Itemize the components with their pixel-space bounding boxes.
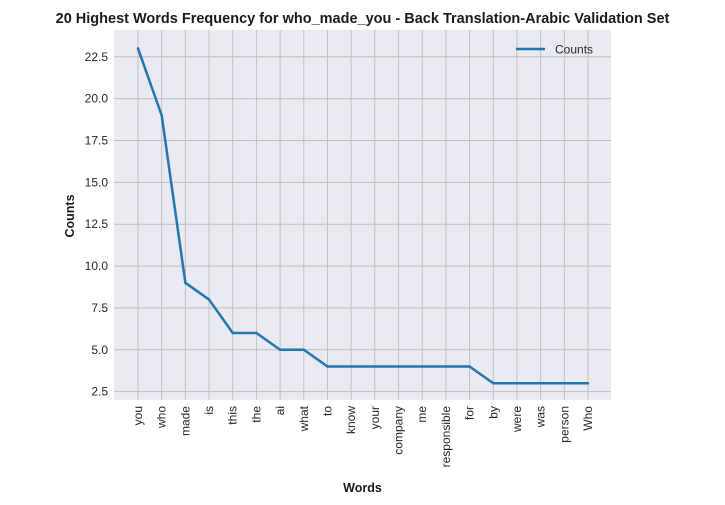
- data-point: [468, 365, 471, 368]
- data-point: [207, 298, 211, 301]
- data-point: [420, 365, 424, 368]
- grid: [114, 30, 611, 400]
- data-point: [184, 281, 187, 285]
- y-tick-label: 20.0: [85, 92, 109, 106]
- data-point: [136, 47, 140, 50]
- data-point: [231, 331, 234, 335]
- x-tick-label: who: [155, 406, 169, 429]
- x-tick-label: for: [463, 406, 477, 420]
- y-tick-label: 7.5: [91, 301, 108, 315]
- x-tick-label: Who: [581, 406, 595, 431]
- data-point: [563, 382, 566, 385]
- legend: Counts: [516, 43, 593, 57]
- y-tick-label: 15.0: [85, 175, 109, 189]
- x-axis-ticks: you who made is this the ai what to know your compa…: [131, 405, 595, 467]
- x-tick-label: was: [534, 406, 548, 428]
- plot-area: [114, 30, 611, 400]
- x-tick-label: by: [486, 406, 500, 419]
- x-tick-label: the: [249, 406, 263, 423]
- x-tick-label: know: [344, 406, 358, 434]
- x-tick-label: company: [392, 406, 406, 455]
- x-axis-label: Words: [343, 481, 382, 495]
- x-tick-label: person: [557, 406, 571, 443]
- data-point: [373, 365, 377, 368]
- data-point: [444, 365, 448, 368]
- x-tick-label: you: [131, 406, 145, 425]
- x-tick-label: to: [320, 406, 334, 416]
- data-point: [278, 348, 282, 352]
- data-point: [326, 365, 329, 368]
- x-tick-label: your: [368, 406, 382, 429]
- y-tick-label: 22.5: [85, 50, 109, 64]
- data-point: [515, 382, 519, 385]
- x-tick-label: were: [510, 406, 524, 433]
- y-tick-label: 17.5: [85, 133, 109, 147]
- series-layer: [136, 47, 590, 385]
- data-point: [492, 382, 495, 385]
- x-tick-label: responsible: [439, 406, 453, 468]
- x-tick-label: this: [226, 406, 240, 425]
- y-tick-label: 2.5: [91, 385, 108, 399]
- x-tick-label: me: [415, 406, 429, 423]
- series-line: [136, 47, 588, 385]
- data-point: [397, 365, 400, 368]
- y-axis-ticks: 2.5 5.0 7.5 10.0 12.5 15.0 17.5 20.0 22.5: [85, 50, 109, 399]
- x-tick-label: what: [297, 405, 311, 432]
- data-point: [160, 114, 163, 117]
- data-point: [255, 331, 258, 335]
- y-tick-label: 5.0: [91, 343, 108, 357]
- y-axis-label: Counts: [63, 194, 77, 237]
- data-point: [586, 382, 590, 385]
- data-point: [302, 348, 306, 352]
- x-tick-label: is: [202, 406, 216, 415]
- data-point: [349, 365, 353, 368]
- y-tick-label: 10.0: [85, 259, 109, 273]
- data-point: [539, 382, 542, 385]
- y-tick-label: 12.5: [85, 217, 109, 231]
- chart-title: 20 Highest Words Frequency for who_made_…: [56, 11, 670, 27]
- legend-label: Counts: [555, 43, 593, 57]
- x-tick-label: made: [178, 406, 192, 436]
- x-tick-label: ai: [273, 406, 287, 415]
